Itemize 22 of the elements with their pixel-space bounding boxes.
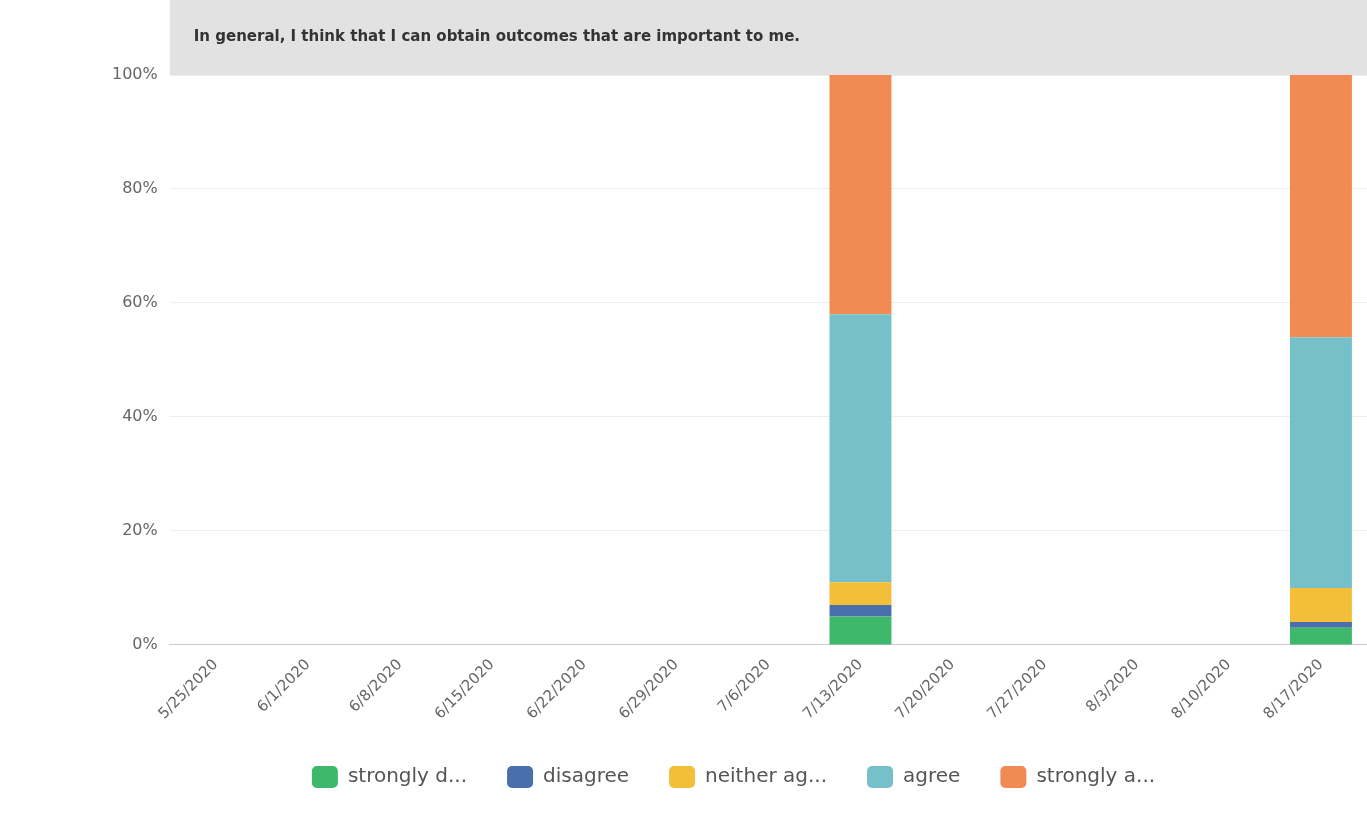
bar (829, 75, 892, 315)
legend-label: agree (903, 763, 961, 788)
bar (1289, 587, 1352, 623)
y-tick-label: 80% (122, 178, 158, 198)
bar (829, 616, 892, 645)
chart-title: In general, I think that I can obtain outcomes that are important to me. (193, 27, 801, 46)
bar (829, 582, 892, 605)
bar (1289, 75, 1352, 338)
legend-label: disagree (543, 763, 630, 788)
legend-label: strongly a... (1036, 763, 1156, 788)
bar (1289, 337, 1352, 588)
legend-label: neither ag... (705, 763, 828, 788)
y-tick-label: 100% (111, 64, 158, 84)
legend-label: strongly d... (347, 763, 468, 788)
bar (1289, 622, 1352, 628)
bar (1289, 627, 1352, 645)
y-tick-label: 20% (122, 520, 158, 540)
y-tick-label: 60% (122, 292, 158, 312)
bar (829, 605, 892, 617)
y-tick-label: 0% (132, 634, 158, 654)
y-tick-label: 40% (122, 406, 158, 426)
bar (829, 314, 892, 583)
